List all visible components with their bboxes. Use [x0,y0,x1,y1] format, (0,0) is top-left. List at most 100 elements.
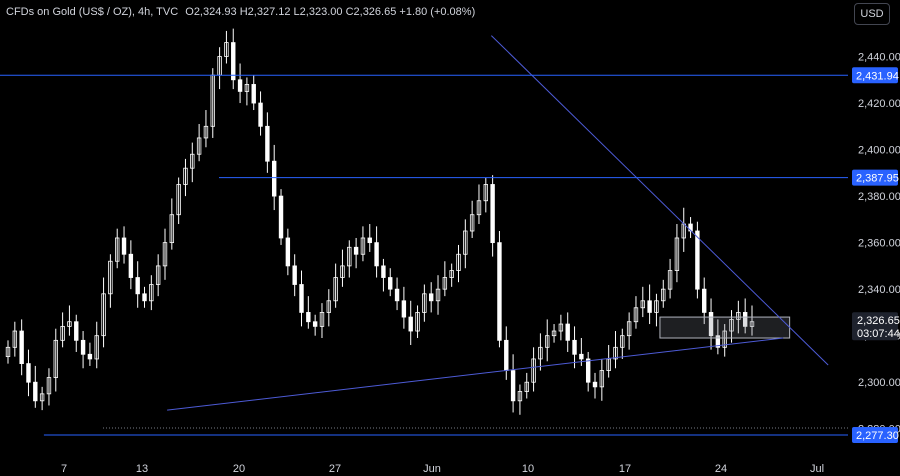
candle-body [306,312,311,323]
y-tick-label: 2,380.00 [858,191,900,203]
candle-body [545,335,550,348]
candle-body [162,242,168,267]
candle-body [585,358,591,383]
candle-body [667,270,673,290]
candle-body [428,293,434,302]
candle-body [394,288,400,302]
candle-body [599,370,605,388]
x-tick-label: 27 [329,463,341,475]
candle-body [299,284,304,313]
candle-body [108,260,113,295]
candle-body [442,277,448,290]
candle-body [695,230,700,290]
candle-body [169,214,175,244]
chart-header: CFDs on Gold (US$ / OZ), 4h, TVC O2,324.… [6,6,475,18]
candle-body [708,312,714,337]
candle-body [39,393,45,402]
candle-body [647,300,652,313]
candle-body [497,242,502,341]
candle-body [333,277,338,302]
candle-body [408,316,413,332]
candle-body [224,42,229,57]
change-value: +1.80 (+0.08%) [399,6,476,18]
candle-body [67,321,72,327]
candle-body [367,237,372,244]
candle-body [626,321,632,337]
candle-body [135,277,140,295]
x-tick-label: 10 [522,463,534,475]
candle-body [456,253,461,271]
candle-body [347,246,352,267]
y-tick-label: 2,420.00 [858,98,900,110]
level-badge-label: 2,431.94 [856,70,899,82]
candle-body [176,184,181,216]
high-value: 2,327.12 [247,6,291,18]
candle-body [613,346,618,360]
candle-body [620,335,625,348]
candle-body [579,353,584,360]
close-value: 2,326.65 [353,6,397,18]
candle-body [142,293,147,302]
currency-button[interactable]: USD [854,3,890,25]
candle-body [149,284,154,302]
candle-body [265,125,270,162]
candle-body [510,370,516,402]
candle-body [736,312,741,320]
y-tick-label: 2,400.00 [858,145,900,157]
candle-body [258,102,263,127]
current-price-label: 2,326.65 [857,315,900,327]
candle-body [292,265,297,285]
candle-body [415,312,420,332]
candle-body [196,137,202,155]
candle-body [183,167,188,185]
candle-body [19,330,24,365]
candle-body [572,339,577,355]
price-axis: 2,280.002,300.002,320.002,340.002,360.00… [852,52,900,444]
level-badge [852,67,898,84]
candle-body [742,312,748,327]
symbol-title: CFDs on Gold (US$ / OZ), 4h, TVC [6,6,179,18]
candle-body [272,160,277,197]
candle-body [388,277,393,290]
high-label: H [239,6,248,18]
candle-body [551,330,557,337]
candle-body [749,321,755,327]
x-tick-label: 24 [715,463,727,475]
candle-body [702,288,707,313]
candle-body [121,237,127,255]
candle-body [654,300,659,313]
candle-body [244,84,250,92]
candle-body [340,265,345,278]
countdown-label: 03:07:44 [857,328,900,340]
y-tick-label: 2,360.00 [858,238,900,250]
open-label: O [185,6,194,18]
candle-body [483,184,488,202]
candle-body [558,323,564,332]
level-badge [852,169,898,186]
candle-body [360,237,366,255]
candle-body [231,42,236,81]
candle-body [661,288,666,302]
candle-body [46,377,52,395]
candle-body [80,339,86,355]
candle-body [504,339,509,371]
open-value: 2,324.93 [193,6,237,18]
level-badge [852,427,898,444]
candle-body [401,300,407,318]
current-price-badge [852,312,898,341]
level-badge-label: 2,387.95 [856,173,899,185]
candle-body [94,335,99,360]
candle-body [592,381,598,388]
candle-body [490,184,495,244]
candle-body [374,242,379,267]
candle-body [381,265,386,278]
candle-body [101,293,106,337]
time-axis: 7 13 20 27 Jun 10 17 24 Jul [61,463,824,475]
candle-body [463,230,468,255]
candle-body [319,312,325,327]
candle-body [715,335,721,348]
candle-body [190,153,195,169]
candle-body [531,358,536,383]
x-tick-label: 13 [136,463,148,475]
